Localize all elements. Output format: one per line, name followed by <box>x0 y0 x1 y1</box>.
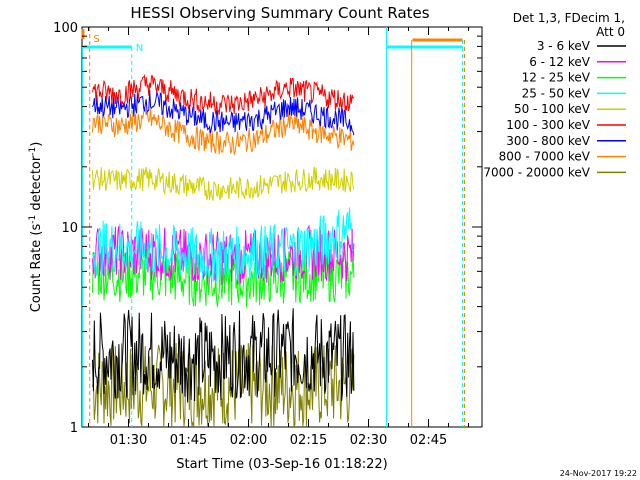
y-axis-label-main: Count Rate (s <box>29 224 44 313</box>
series-line-4 <box>92 166 355 201</box>
y-axis-label-exponent: -1 <box>28 215 38 224</box>
legend-label-4: 50 - 100 keV <box>514 102 591 116</box>
legend-label-7: 800 - 7000 keV <box>499 150 591 164</box>
y-axis-label: Count Rate (s-1 detector-1) <box>28 142 44 313</box>
legend: Det 1,3, FDecim 1, Att 0 3 - 6 keV 6 - 12… <box>483 11 626 179</box>
legend-label-8: 7000 - 20000 keV <box>483 165 590 179</box>
saa-flag-label: S <box>93 34 99 45</box>
legend-label-2: 12 - 25 keV <box>522 71 591 85</box>
legend-label-5: 100 - 300 keV <box>506 118 590 132</box>
x-tick-label-4: 02:30 <box>350 433 387 448</box>
legend-header-line-1: Det 1,3, FDecim 1, <box>513 11 625 25</box>
legend-header-line-2: Att 0 <box>596 25 625 39</box>
chart-title: HESSI Observing Summary Count Rates <box>130 4 429 22</box>
x-tick-label-1: 01:45 <box>170 433 207 448</box>
legend-label-3: 25 - 50 keV <box>522 86 591 100</box>
series-line-5 <box>92 74 355 115</box>
svg-text:Count Rate (s-1 detector-1): Count Rate (s-1 detector-1) <box>28 142 44 313</box>
series-line-0 <box>92 308 355 403</box>
y-tick-label-0: 1 <box>70 421 78 436</box>
x-axis: 01:30 01:45 02:00 02:15 02:30 02:45 <box>88 27 470 448</box>
legend-label-6: 300 - 800 keV <box>506 134 590 148</box>
x-tick-label-0: 01:30 <box>110 433 147 448</box>
x-tick-label-3: 02:15 <box>290 433 327 448</box>
y-axis: 1 10 100 <box>53 21 482 436</box>
x-tick-label-5: 02:45 <box>410 433 447 448</box>
series-layer <box>92 74 355 428</box>
legend-label-1: 6 - 12 keV <box>529 55 591 69</box>
y-axis-label-unit: detector <box>29 155 44 215</box>
y-tick-label-1: 10 <box>61 221 78 236</box>
y-tick-label-2: 100 <box>53 21 78 36</box>
x-tick-label-2: 02:00 <box>230 433 267 448</box>
y-axis-label-close: ) <box>29 142 44 147</box>
x-axis-label: Start Time (03-Sep-16 01:18:22) <box>176 457 387 472</box>
legend-label-0: 3 - 6 keV <box>537 39 591 53</box>
series-line-6 <box>92 89 355 136</box>
y-axis-label-exponent-2: -1 <box>28 147 38 156</box>
series-line-3 <box>92 207 355 282</box>
night-flag-label: N <box>136 43 143 54</box>
series-line-7 <box>92 106 355 157</box>
footer-date: 24-Nov-2017 19:22 <box>560 469 637 478</box>
